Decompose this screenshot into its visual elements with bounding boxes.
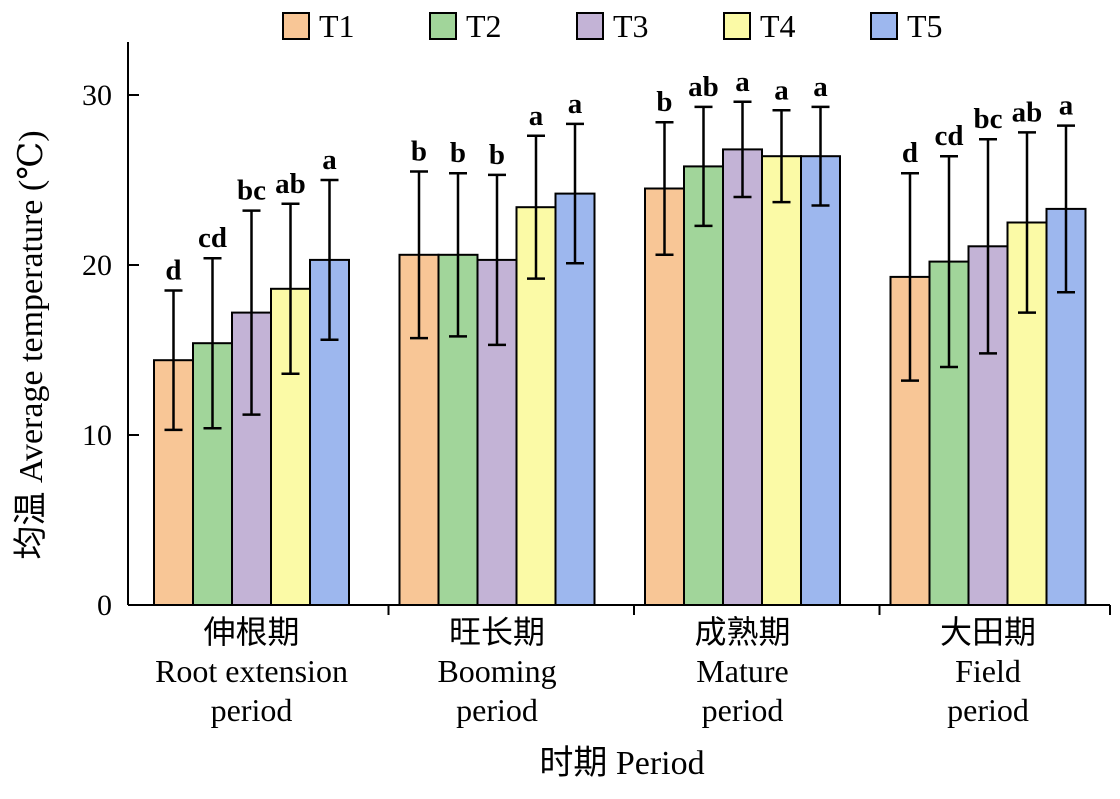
category-label: Mature: [696, 653, 788, 689]
y-tick-label: 30: [82, 79, 112, 112]
legend-swatch: [282, 12, 310, 40]
legend-label: T3: [613, 8, 649, 44]
significance-label: a: [813, 71, 828, 103]
category-label: Booming: [437, 653, 556, 689]
significance-label: b: [411, 136, 427, 168]
category-label: period: [211, 692, 293, 728]
x-axis-title: 时期 Period: [539, 745, 704, 782]
category-label: 伸根期: [203, 614, 299, 650]
category-label: Root extension: [155, 653, 348, 689]
significance-label: a: [322, 144, 337, 176]
y-axis-title: 均温 Average temperature (℃): [12, 130, 50, 559]
significance-label: bc: [974, 103, 1003, 135]
legend-swatch: [723, 12, 751, 40]
bar: [683, 165, 724, 606]
category-label: 大田期: [940, 614, 1036, 650]
legend-swatch: [576, 12, 604, 40]
bar: [722, 148, 763, 606]
significance-label: bc: [237, 175, 266, 207]
significance-label: ab: [688, 71, 719, 103]
bar: [761, 155, 802, 606]
significance-label: b: [656, 86, 672, 118]
legend: T1 T2 T3 T4 T5: [282, 8, 943, 44]
category-label: Field: [955, 653, 1021, 689]
legend-label: T2: [466, 8, 502, 44]
y-tick-label: 20: [82, 249, 112, 282]
significance-label: a: [529, 100, 544, 132]
bar: [800, 155, 841, 606]
significance-label: cd: [935, 120, 964, 152]
y-tick-label: 0: [97, 589, 112, 622]
category-label: 成熟期: [694, 614, 790, 650]
category-label: period: [947, 692, 1029, 728]
significance-label: a: [774, 74, 789, 106]
significance-label: a: [735, 66, 750, 98]
significance-label: d: [902, 137, 918, 169]
legend-swatch: [870, 12, 898, 40]
significance-label: b: [489, 139, 505, 171]
significance-label: a: [568, 88, 583, 120]
error-bars: [164, 100, 1075, 432]
legend-label: T4: [760, 8, 796, 44]
category-label: period: [702, 692, 784, 728]
significance-label: cd: [198, 222, 227, 254]
legend-label: T5: [907, 8, 943, 44]
y-tick-label: 10: [82, 419, 112, 452]
legend-label: T1: [319, 8, 355, 44]
category-label: 旺长期: [449, 614, 545, 650]
bars: [153, 148, 1087, 607]
significance-label: d: [165, 255, 181, 287]
category-label: period: [456, 692, 538, 728]
significance-label: ab: [275, 168, 306, 200]
significance-label: a: [1059, 90, 1074, 122]
significance-label: ab: [1012, 96, 1043, 128]
significance-label: b: [450, 137, 466, 169]
legend-swatch: [429, 12, 457, 40]
